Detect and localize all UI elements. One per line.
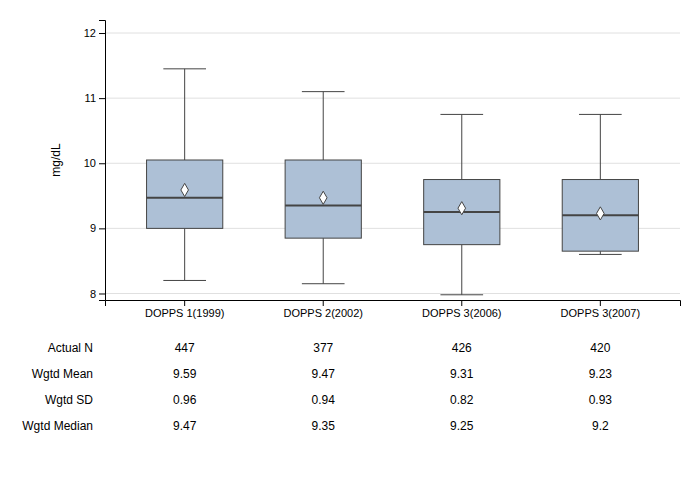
y-tick-label: 11 (85, 92, 96, 104)
table-cell: 9.31 (450, 367, 474, 381)
boxes (147, 69, 639, 295)
table: Actual N 447 377 426 420 Wgtd Mean 9.59 9.47 9.3… (22, 341, 612, 433)
table-cell: 377 (313, 341, 333, 355)
table-cell: 9.2 (592, 419, 609, 433)
y-tick: 10 (84, 157, 105, 169)
box-group (285, 92, 361, 284)
table-row-label: Wgtd Median (22, 419, 93, 433)
box (147, 160, 223, 228)
y-tick-mark (99, 228, 105, 229)
table-cell: 0.82 (450, 393, 474, 407)
upper-cap (163, 68, 206, 69)
table-cell: 9.47 (312, 367, 336, 381)
y-tick-mark (99, 293, 105, 294)
table-row-label: Actual N (48, 341, 93, 355)
x-tick: DOPPS 3(2007) (561, 300, 640, 319)
table-row-label: Wgtd Mean (32, 367, 93, 381)
y-axis-title: mg/dL (49, 143, 63, 177)
grid (105, 33, 680, 293)
table-cell: 0.93 (589, 393, 613, 407)
box (562, 180, 638, 252)
upper-cap (440, 114, 483, 115)
box-group (147, 69, 223, 281)
x-axis-line (106, 301, 681, 307)
x-tick: DOPPS 2(2002) (283, 300, 362, 319)
y-tick-label: 12 (84, 27, 96, 39)
y-tick: 8 (90, 288, 105, 300)
y-tick: 12 (84, 27, 105, 39)
upper-whisker (323, 92, 324, 160)
y-axis-line (99, 21, 106, 301)
mean-marker (597, 207, 605, 220)
lower-cap (440, 294, 483, 295)
x-tick-mark (184, 300, 185, 306)
upper-cap (579, 114, 622, 115)
chart: 89101112mg/dLDOPPS 1(1999)DOPPS 2(2002)D… (0, 0, 700, 500)
y-tick-label: 9 (90, 222, 96, 234)
lower-whisker (184, 228, 185, 280)
x-tick-label: DOPPS 3(2006) (422, 307, 501, 319)
table-cell: 9.35 (312, 419, 336, 433)
y-axis: 8 9 10 11 12 (84, 21, 106, 301)
lower-cap (579, 254, 622, 255)
upper-whisker (461, 114, 462, 179)
box-group (424, 114, 500, 294)
x-tick: DOPPS 1(1999) (145, 300, 224, 319)
y-tick: 11 (85, 92, 105, 104)
table-cell: 0.94 (312, 393, 336, 407)
grid-line (105, 293, 680, 294)
lower-whisker (461, 245, 462, 295)
table-cell: 9.23 (589, 367, 613, 381)
y-tick-label: 8 (90, 288, 96, 300)
upper-whisker (600, 114, 601, 179)
box (285, 160, 361, 238)
table-cell: 426 (452, 341, 472, 355)
x-tick-label: DOPPS 2(2002) (283, 307, 362, 319)
box-group (562, 114, 638, 254)
table-cell: 9.25 (450, 419, 474, 433)
mean-marker (319, 191, 327, 204)
lower-cap (302, 283, 345, 284)
y-tick-mark (99, 98, 105, 99)
x-tick-mark (600, 300, 601, 306)
table-row-label: Wgtd SD (45, 393, 93, 407)
y-tick-mark (99, 163, 105, 164)
upper-cap (302, 91, 345, 92)
grid-line (105, 33, 680, 34)
y-tick-label: 10 (84, 157, 96, 169)
x-tick-mark (461, 300, 462, 306)
box (424, 180, 500, 245)
x-tick-label: DOPPS 1(1999) (145, 307, 224, 319)
x-tick-mark (323, 300, 324, 306)
table-cell: 447 (175, 341, 195, 355)
table-cell: 420 (590, 341, 610, 355)
lower-cap (163, 280, 206, 281)
y-tick-mark (99, 33, 105, 34)
mean-marker (458, 202, 466, 215)
upper-whisker (184, 69, 185, 160)
plot: 89101112mg/dLDOPPS 1(1999)DOPPS 2(2002)D… (22, 21, 680, 434)
table-cell: 9.59 (173, 367, 197, 381)
table-cell: 0.96 (173, 393, 197, 407)
mean-marker (181, 183, 189, 196)
x-axis: DOPPS 1(1999) DOPPS 2(2002) DOPPS 3(2006) D… (106, 300, 681, 319)
grid-line (105, 98, 680, 99)
table-cell: 9.47 (173, 419, 197, 433)
lower-whisker (323, 238, 324, 284)
x-tick-label: DOPPS 3(2007) (561, 307, 640, 319)
y-tick: 9 (90, 222, 105, 234)
x-tick: DOPPS 3(2006) (422, 300, 501, 319)
